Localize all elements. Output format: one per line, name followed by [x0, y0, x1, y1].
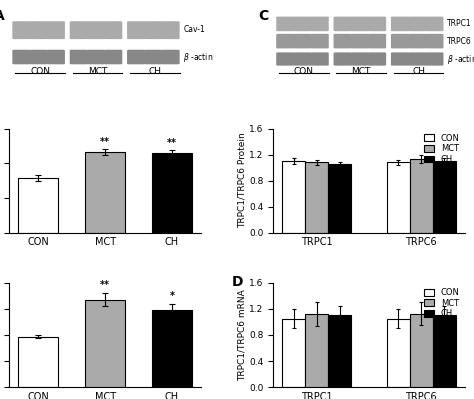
- FancyBboxPatch shape: [162, 50, 180, 64]
- Text: C: C: [258, 9, 268, 23]
- Bar: [433, 161, 456, 233]
- Legend: CON, MCT, CH: CON, MCT, CH: [420, 284, 463, 322]
- Text: **: **: [100, 137, 110, 147]
- FancyBboxPatch shape: [29, 50, 48, 64]
- FancyBboxPatch shape: [144, 50, 163, 64]
- Bar: [410, 159, 433, 233]
- FancyBboxPatch shape: [70, 50, 88, 64]
- FancyBboxPatch shape: [351, 17, 369, 31]
- FancyBboxPatch shape: [368, 52, 386, 65]
- FancyBboxPatch shape: [29, 21, 48, 39]
- FancyBboxPatch shape: [408, 17, 426, 31]
- FancyBboxPatch shape: [127, 21, 145, 39]
- FancyBboxPatch shape: [351, 34, 369, 48]
- FancyBboxPatch shape: [47, 21, 65, 39]
- Bar: [305, 162, 328, 233]
- FancyBboxPatch shape: [425, 52, 444, 65]
- FancyBboxPatch shape: [408, 34, 426, 48]
- FancyBboxPatch shape: [334, 17, 352, 31]
- FancyBboxPatch shape: [293, 52, 311, 65]
- Text: $\beta$ -actin: $\beta$ -actin: [183, 51, 214, 63]
- Y-axis label: TRPC1/TRPC6 mRNA: TRPC1/TRPC6 mRNA: [237, 289, 246, 381]
- Bar: [387, 319, 410, 387]
- FancyBboxPatch shape: [104, 50, 122, 64]
- FancyBboxPatch shape: [310, 52, 329, 65]
- Text: MCT: MCT: [88, 67, 107, 75]
- Text: D: D: [231, 275, 243, 288]
- Text: *: *: [169, 291, 174, 301]
- Bar: [328, 164, 351, 233]
- Text: TRPC6: TRPC6: [447, 37, 472, 45]
- FancyBboxPatch shape: [425, 34, 444, 48]
- FancyBboxPatch shape: [334, 52, 352, 65]
- FancyBboxPatch shape: [127, 50, 145, 64]
- FancyBboxPatch shape: [276, 34, 294, 48]
- Text: Cav-1: Cav-1: [183, 25, 205, 34]
- Text: **: **: [100, 280, 110, 290]
- Bar: [18, 178, 58, 233]
- Text: $\beta$ -actin: $\beta$ -actin: [447, 53, 474, 65]
- FancyBboxPatch shape: [425, 17, 444, 31]
- Text: CH: CH: [148, 67, 161, 75]
- FancyBboxPatch shape: [391, 52, 409, 65]
- Bar: [85, 152, 125, 233]
- Bar: [18, 336, 58, 387]
- FancyBboxPatch shape: [276, 17, 294, 31]
- Text: CON: CON: [294, 67, 314, 75]
- Bar: [85, 300, 125, 387]
- Bar: [410, 314, 433, 387]
- Text: CON: CON: [30, 67, 50, 75]
- FancyBboxPatch shape: [408, 52, 426, 65]
- FancyBboxPatch shape: [162, 21, 180, 39]
- FancyBboxPatch shape: [293, 17, 311, 31]
- FancyBboxPatch shape: [87, 21, 105, 39]
- Bar: [305, 314, 328, 387]
- FancyBboxPatch shape: [12, 50, 30, 64]
- Text: MCT: MCT: [352, 67, 371, 75]
- Bar: [387, 162, 410, 233]
- Text: A: A: [0, 9, 5, 23]
- FancyBboxPatch shape: [351, 52, 369, 65]
- FancyBboxPatch shape: [104, 21, 122, 39]
- FancyBboxPatch shape: [47, 50, 65, 64]
- Bar: [328, 316, 351, 387]
- FancyBboxPatch shape: [70, 21, 88, 39]
- Bar: [282, 319, 305, 387]
- FancyBboxPatch shape: [144, 21, 163, 39]
- FancyBboxPatch shape: [368, 17, 386, 31]
- Text: CH: CH: [412, 67, 425, 75]
- FancyBboxPatch shape: [391, 34, 409, 48]
- Legend: CON, MCT, CH: CON, MCT, CH: [420, 130, 463, 167]
- FancyBboxPatch shape: [368, 34, 386, 48]
- FancyBboxPatch shape: [87, 50, 105, 64]
- Bar: [433, 316, 456, 387]
- Y-axis label: TRPC1/TRPC6 Protein: TRPC1/TRPC6 Protein: [237, 133, 246, 229]
- FancyBboxPatch shape: [391, 17, 409, 31]
- FancyBboxPatch shape: [293, 34, 311, 48]
- FancyBboxPatch shape: [12, 21, 30, 39]
- FancyBboxPatch shape: [310, 17, 329, 31]
- Bar: [282, 161, 305, 233]
- FancyBboxPatch shape: [334, 34, 352, 48]
- Text: **: **: [167, 138, 177, 148]
- FancyBboxPatch shape: [276, 52, 294, 65]
- Bar: [152, 153, 192, 233]
- Text: TRPC1: TRPC1: [447, 20, 472, 28]
- FancyBboxPatch shape: [310, 34, 329, 48]
- Bar: [152, 310, 192, 387]
